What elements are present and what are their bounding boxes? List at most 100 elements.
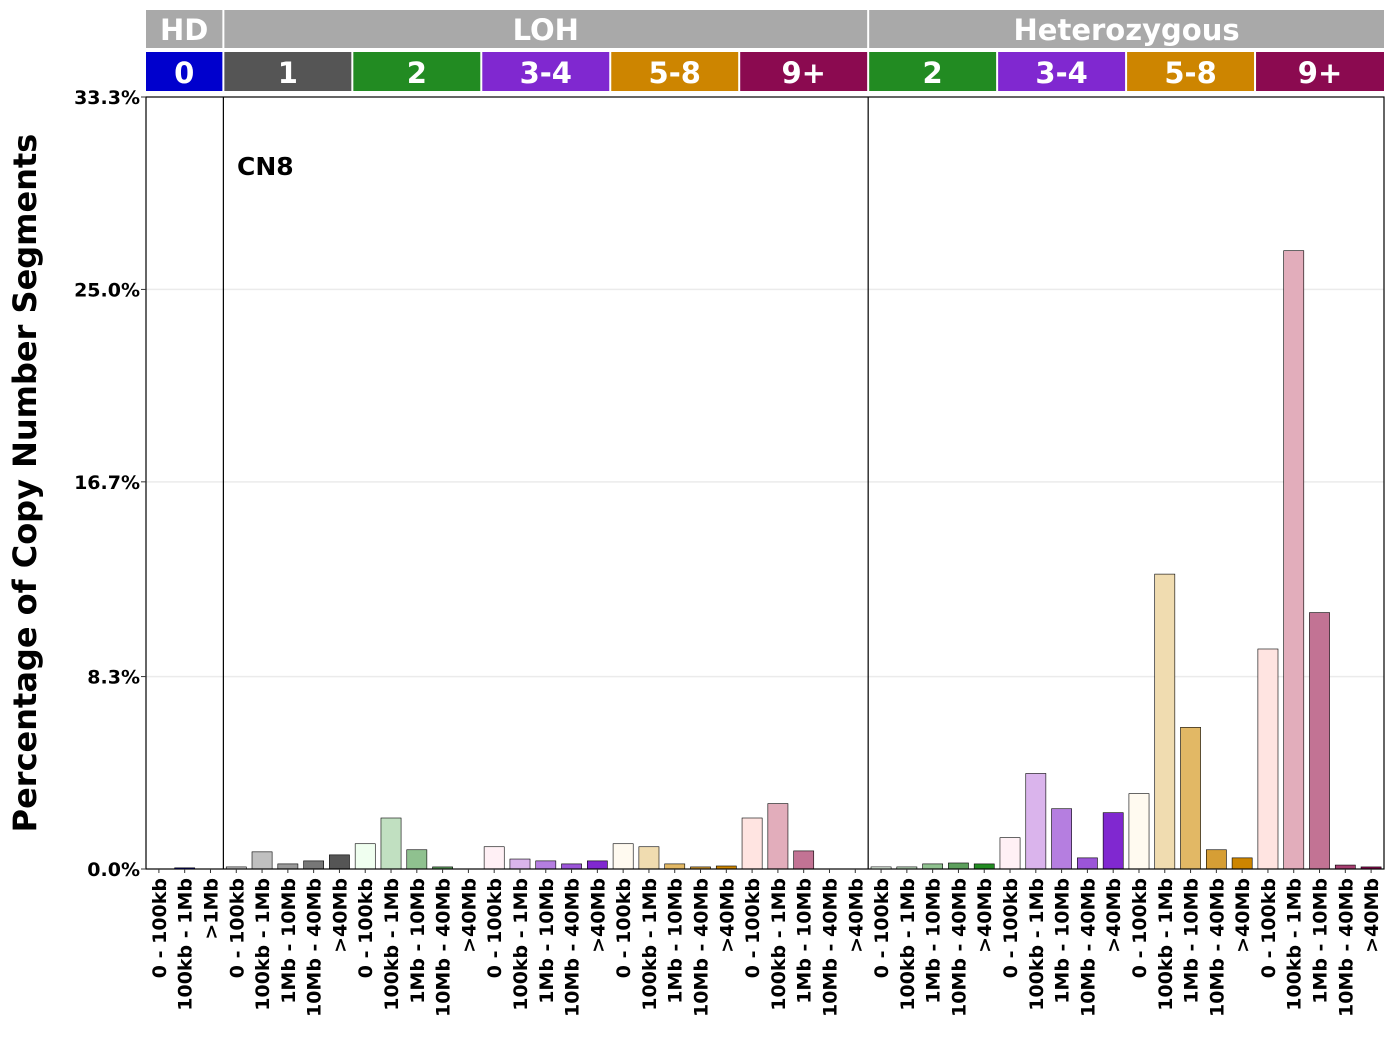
x-tick-label: 100kb - 1Mb <box>1026 878 1048 1011</box>
top-group-label: HD <box>160 13 208 47</box>
y-axis: 0.0% 8.3% 16.7% 25.0% 33.3% <box>74 87 146 881</box>
x-tick-label: 0 - 100kb <box>1129 878 1151 978</box>
bar <box>999 837 1021 870</box>
x-tick-label: 10Mb - 40Mb <box>948 878 970 1017</box>
x-tick-label: 100kb - 1Mb <box>897 878 919 1011</box>
y-tick-label: 25.0% <box>74 279 140 301</box>
x-tick-label: 100kb - 1Mb <box>381 878 403 1011</box>
x-tick-label: 100kb - 1Mb <box>175 878 197 1011</box>
x-tick-label: 0 - 100kb <box>1258 878 1280 978</box>
bar <box>948 862 969 870</box>
bar <box>251 851 273 870</box>
cn-group-label: 2 <box>923 56 943 90</box>
bar <box>1205 849 1227 870</box>
bar <box>509 858 531 870</box>
bar <box>277 863 299 870</box>
cn-group-strip <box>869 52 997 91</box>
cn-group-label: 2 <box>407 56 427 90</box>
cn-group-label: 3-4 <box>1035 56 1087 90</box>
bar <box>561 863 582 870</box>
y-axis-label: Percentage of Copy Number Segments <box>6 134 44 833</box>
bar <box>793 850 815 870</box>
y-tick-label: 0.0% <box>87 859 140 881</box>
x-tick-label: 0 - 100kb <box>149 878 171 978</box>
facet-strips: HD LOH Heterozygous 0 1 2 3-4 5-8 9+ 2 3-4 5-8 9+ <box>146 10 1384 91</box>
x-tick-label: 10Mb - 40Mb <box>1335 878 1357 1017</box>
bar <box>303 860 325 870</box>
x-tick-label: 1Mb - 10Mb <box>1052 878 1074 1004</box>
y-tick-label: 33.3% <box>74 87 140 109</box>
bar <box>612 843 634 870</box>
x-tick-label: 0 - 100kb <box>742 878 764 978</box>
cn-group-label: 5-8 <box>1164 56 1216 90</box>
x-tick-label: 10Mb - 40Mb <box>562 878 584 1017</box>
x-tick-label: >1Mb <box>200 878 222 940</box>
cn-group-strip <box>1127 52 1255 91</box>
cn-group-label: 9+ <box>781 56 825 90</box>
panel-annotation: CN8 <box>237 152 294 181</box>
bar <box>586 860 608 870</box>
x-tick-label: 1Mb - 10Mb <box>1181 878 1203 1004</box>
bar <box>1180 727 1201 870</box>
top-group-strip <box>146 10 223 48</box>
x-tick-label: >40Mb <box>845 878 867 953</box>
bar <box>380 817 402 870</box>
bar <box>1257 648 1279 870</box>
cn-group-label: 9+ <box>1298 56 1342 90</box>
y-tick-label: 16.7% <box>74 472 140 494</box>
bar <box>664 863 686 870</box>
cn-group-strip <box>482 52 610 91</box>
plot-panel <box>146 97 1384 869</box>
x-tick-label: 0 - 100kb <box>355 878 377 978</box>
top-group-label: Heterozygous <box>1014 13 1240 47</box>
x-tick-label: 100kb - 1Mb <box>1155 878 1177 1011</box>
bar <box>741 817 763 870</box>
x-tick-label: 100kb - 1Mb <box>639 878 661 1011</box>
x-tick-label: 100kb - 1Mb <box>1284 878 1306 1011</box>
bars <box>174 250 1382 870</box>
x-tick-label: 1Mb - 10Mb <box>1310 878 1332 1004</box>
group-dividers <box>222 97 869 869</box>
x-tick-label: >40Mb <box>1103 878 1125 953</box>
x-axis: 0 - 100kb 100kb - 1Mb >1Mb 0 - 100kb 100kb -… <box>149 869 1383 1017</box>
x-tick-label: 0 - 100kb <box>1000 878 1022 978</box>
x-tick-label: >40Mb <box>329 878 351 953</box>
bar <box>1025 773 1047 870</box>
x-tick-label: 10Mb - 40Mb <box>433 878 455 1017</box>
plot-border <box>145 96 1385 870</box>
bar <box>1231 857 1253 870</box>
bar <box>354 843 376 870</box>
x-tick-label: 100kb - 1Mb <box>768 878 790 1011</box>
x-tick-label: >40Mb <box>587 878 609 953</box>
bar <box>483 846 505 870</box>
bar <box>406 849 428 870</box>
x-tick-label: >40Mb <box>1361 878 1383 953</box>
x-tick-label: 1Mb - 10Mb <box>407 878 429 1004</box>
gridlines <box>146 288 1384 678</box>
x-tick-label: >40Mb <box>458 878 480 953</box>
bar <box>638 846 660 870</box>
cn-group-label: 1 <box>278 56 298 90</box>
top-group-strip <box>869 10 1384 48</box>
top-group-strip <box>224 10 868 48</box>
cn-group-strip <box>353 52 481 91</box>
cn-group-strip <box>611 52 739 91</box>
x-tick-label: 0 - 100kb <box>484 878 506 978</box>
top-group-label: LOH <box>513 13 579 47</box>
x-tick-label: 10Mb - 40Mb <box>819 878 841 1017</box>
cn-group-strip <box>146 52 223 91</box>
bar <box>1102 812 1124 870</box>
cn-group-strip <box>998 52 1126 91</box>
bar <box>1051 808 1072 870</box>
x-tick-label: 0 - 100kb <box>871 878 893 978</box>
x-tick-label: 1Mb - 10Mb <box>536 878 558 1004</box>
x-tick-label: 10Mb - 40Mb <box>304 878 326 1017</box>
cn-group-label: 3-4 <box>520 56 572 90</box>
bar <box>922 863 944 870</box>
cn-group-strip <box>740 52 868 91</box>
x-tick-label: 0 - 100kb <box>226 878 248 978</box>
x-tick-label: 10Mb - 40Mb <box>1206 878 1228 1017</box>
cn-group-strip <box>224 52 352 91</box>
x-tick-label: 1Mb - 10Mb <box>794 878 816 1004</box>
